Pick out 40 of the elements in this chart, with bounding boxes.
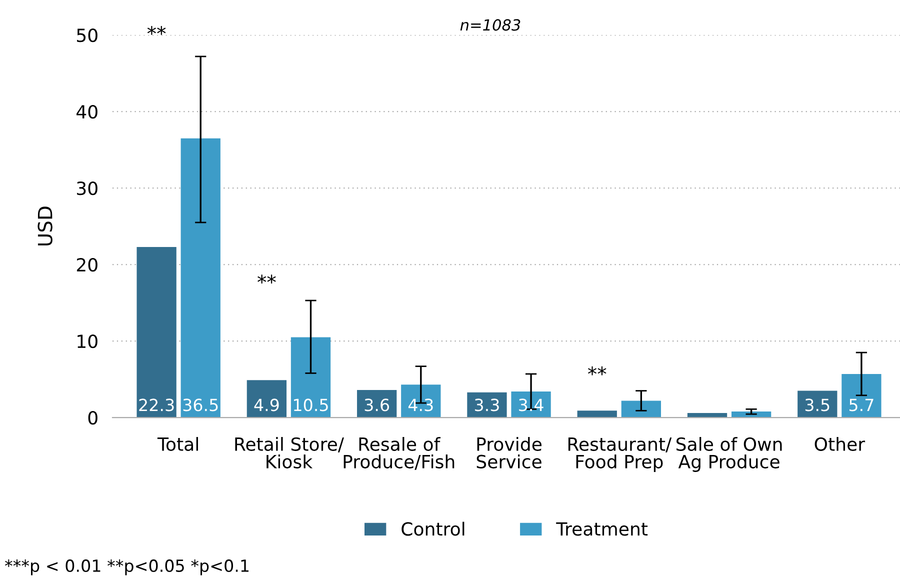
- annotation: **: [258, 274, 276, 284]
- data-label: 22.3: [139, 398, 174, 412]
- x-tick-label: Total: [157, 437, 198, 451]
- text: **: [147, 26, 166, 35]
- annotation: **: [588, 366, 606, 376]
- y-tick-label: 30: [77, 182, 98, 196]
- bar: [357, 390, 397, 418]
- data-label: 4.3: [408, 398, 433, 412]
- x-tick-label: Other: [814, 437, 866, 451]
- bar: [577, 410, 617, 418]
- x-tick-label: Retail Store/ Kiosk: [235, 437, 344, 468]
- data-label: 10.5: [294, 398, 328, 412]
- data-label: 36.5: [183, 398, 218, 412]
- x-tick-label: Provide Service: [476, 437, 542, 468]
- y-tick-label: 20: [76, 258, 98, 272]
- legend-label: Treatment: [556, 522, 648, 536]
- y-tick-label: 10: [78, 334, 98, 348]
- y-tick-label: 40: [76, 105, 98, 119]
- text: ***p < 0.01 **p<0.05 *p<0.1: [4, 559, 249, 576]
- data-label: 3.3: [474, 398, 499, 412]
- data-label: 3.6: [364, 398, 390, 412]
- legend-label: Control: [402, 522, 464, 536]
- data-label: 5.7: [849, 398, 874, 412]
- bar: [401, 384, 441, 418]
- bar: [246, 380, 287, 418]
- x-tick-label: Sale of Own Ag Produce: [676, 437, 782, 472]
- y-tick-label: 50: [77, 28, 98, 42]
- bar: [180, 138, 220, 418]
- bar: [290, 337, 331, 418]
- bar: [136, 246, 176, 418]
- bar: [621, 400, 661, 418]
- text: n=1083: [460, 19, 520, 31]
- y-tick-label: 0: [88, 411, 98, 425]
- bar: [842, 374, 882, 418]
- data-label: 3.5: [805, 398, 830, 412]
- x-tick-label: Resale of Produce/Fish: [344, 437, 454, 470]
- x-tick-label: Restaurant/ Food Prep: [568, 438, 672, 472]
- data-label: 4.9: [254, 398, 279, 412]
- y-axis-title: USD: [38, 206, 52, 246]
- bar: [467, 392, 507, 418]
